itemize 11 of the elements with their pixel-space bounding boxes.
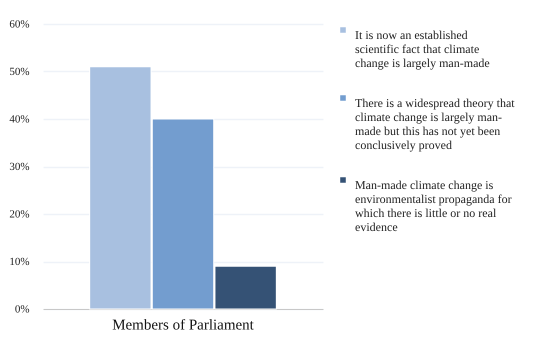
- y-tick-label: 0%: [14, 304, 30, 316]
- legend-label: There is a widespread theory that climate change is largely man-made but this has not yet been conclusively proved: [355, 96, 516, 152]
- y-tick-label: 60%: [9, 18, 30, 30]
- legend-label: Man-made climate change is environmentalist propaganda for which there is little or no real evidence: [355, 178, 512, 234]
- y-tick-label: 40%: [9, 114, 30, 126]
- y-tick-label: 50%: [9, 66, 30, 78]
- x-tick-label: Members of Parliament: [112, 318, 255, 334]
- y-tick-label: 20%: [9, 208, 30, 220]
- y-tick-label: 10%: [9, 256, 30, 268]
- y-tick-label: 30%: [9, 161, 30, 173]
- legend-label: It is now an established scientific fact that climate change is largely man-made: [355, 28, 490, 70]
